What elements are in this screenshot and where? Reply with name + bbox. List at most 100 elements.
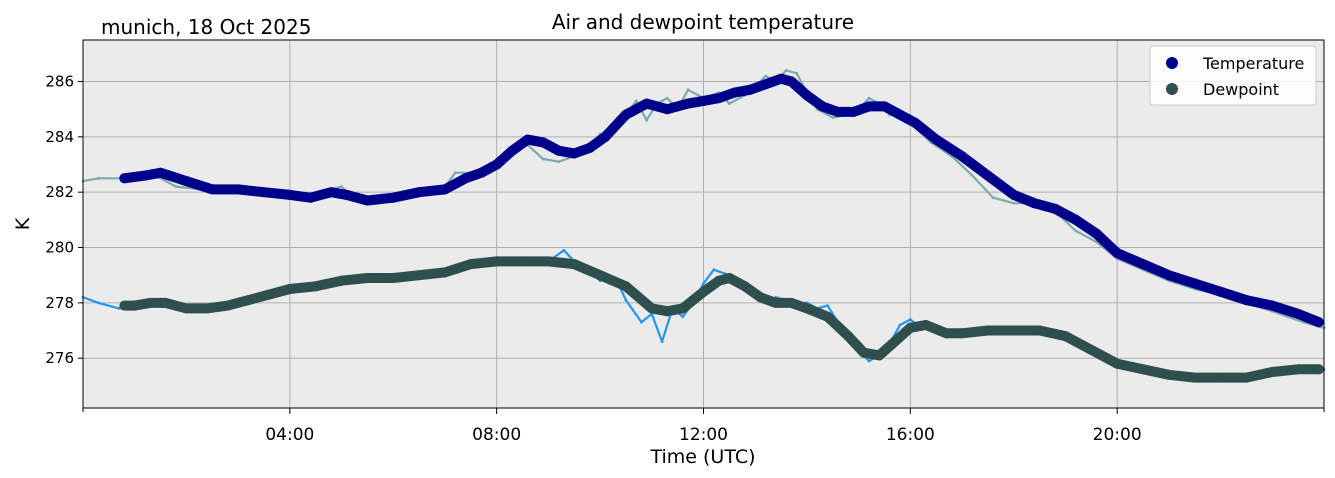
dewpoint-smoothed-point (905, 322, 916, 333)
temperature-smoothed-point (155, 167, 166, 178)
temperature-raw-point (867, 96, 871, 100)
dewpoint-smoothed-point (284, 284, 295, 294)
dewpoint-raw-point (908, 318, 912, 321)
temperature-smoothed-point (698, 95, 709, 106)
temperature-raw-point (665, 96, 669, 100)
y-tick-label: 278 (45, 294, 74, 312)
y-tick-label: 284 (45, 128, 74, 146)
dewpoint-smoothed-point (698, 286, 709, 297)
temperature-smoothed-point (460, 173, 471, 184)
y-tick-label: 280 (45, 239, 74, 257)
dewpoint-raw-point (97, 301, 100, 305)
dewpoint-smoothed-point (1086, 344, 1097, 355)
chart-subtitle: munich, 18 Oct 2025 (101, 15, 311, 39)
dewpoint-smoothed-point (1008, 325, 1019, 336)
temperature-smoothed-point (388, 192, 399, 203)
temperature-smoothed-point (284, 189, 295, 200)
temperature-smoothed-point (910, 118, 921, 128)
dewpoint-smoothed-point (181, 303, 192, 314)
dewpoint-raw-point (660, 340, 664, 343)
temperature-smoothed-point (982, 170, 993, 181)
temperature-raw-point (453, 171, 457, 175)
dewpoint-smoothed-point (264, 289, 275, 300)
temperature-smoothed-point (641, 98, 652, 109)
temperature-smoothed-point (119, 173, 130, 184)
dewpoint-smoothed-point (388, 273, 399, 283)
dewpoint-smoothed-point (739, 281, 750, 292)
temperature-smoothed-point (1138, 259, 1148, 270)
temperature-smoothed-point (522, 134, 533, 145)
temperature-smoothed-point (817, 101, 828, 112)
temperature-raw-point (784, 69, 788, 72)
temperature-raw-point (645, 118, 648, 122)
temperature-smoothed-point (729, 87, 740, 98)
dewpoint-smoothed-point (889, 336, 900, 347)
dewpoint-smoothed-point (440, 267, 450, 278)
temperature-smoothed-point (181, 176, 192, 187)
dewpoint-smoothed-point (202, 303, 213, 314)
temperature-raw-point (831, 116, 835, 119)
temperature-smoothed-point (553, 145, 564, 156)
x-tick-label: 16:00 (886, 425, 935, 445)
dewpoint-smoothed-point (569, 259, 580, 270)
dewpoint-smoothed-point (1313, 364, 1324, 375)
dewpoint-raw-point (640, 320, 643, 324)
temperature-smoothed-point (1189, 278, 1200, 289)
dewpoint-smoothed-point (724, 273, 735, 283)
temperature-smoothed-point (1029, 198, 1040, 209)
temperature-smoothed-point (714, 93, 724, 104)
dewpoint-smoothed-point (957, 328, 967, 339)
temperature-raw-point (634, 99, 638, 103)
dewpoint-smoothed-point (336, 275, 347, 286)
x-axis: 04:00 08:00 12:00 16:00 20:00 (82, 408, 1325, 445)
dewpoint-smoothed-point (1060, 331, 1071, 342)
temperature-raw-point (97, 176, 100, 180)
legend-marker-dewpoint (1166, 83, 1178, 95)
dewpoint-smoothed-point (243, 295, 254, 306)
temperature-smoothed-point (1008, 189, 1019, 200)
temperature-smoothed-point (207, 184, 218, 195)
dewpoint-smoothed-point (491, 256, 502, 267)
dewpoint-smoothed-point (822, 311, 833, 322)
temperature-smoothed-point (507, 145, 518, 156)
dewpoint-smoothed-point (414, 270, 425, 281)
temperature-smoothed-point (600, 131, 611, 142)
dewpoint-raw-point (898, 323, 902, 327)
temperature-smoothed-point (440, 184, 450, 195)
temperature-smoothed-point (326, 187, 337, 198)
temperature-smoothed-point (233, 184, 244, 195)
temperature-smoothed-point (760, 79, 771, 90)
temperature-smoothed-point (1215, 286, 1226, 297)
temperature-raw-point (557, 160, 561, 164)
temperature-smoothed-point (1050, 203, 1061, 214)
dewpoint-smoothed-point (801, 303, 812, 314)
legend-label-dewpoint: Dewpoint (1203, 80, 1279, 99)
dewpoint-smoothed-point (714, 275, 724, 286)
x-tick-label: 08:00 (472, 425, 521, 445)
temperature-smoothed-point (1293, 308, 1304, 319)
dewpoint-smoothed-point (465, 259, 476, 270)
x-tick-label: 04:00 (265, 425, 314, 445)
dewpoint-smoothed-point (160, 297, 171, 308)
y-tick-label: 282 (45, 183, 74, 201)
temperature-smoothed-point (1241, 295, 1252, 306)
temperature-smoothed-point (305, 192, 316, 203)
dewpoint-smoothed-point (1241, 372, 1252, 383)
dewpoint-smoothed-point (1267, 367, 1278, 377)
dewpoint-smoothed-point (145, 297, 156, 308)
dewpoint-smoothed-point (874, 350, 885, 361)
y-tick-label: 276 (45, 349, 74, 367)
dewpoint-smoothed-point (119, 300, 130, 311)
legend-marker-temperature (1166, 57, 1178, 69)
x-axis-label: Time (UTC) (649, 446, 755, 468)
temperature-smoothed-point (362, 195, 373, 206)
temperature-smoothed-point (864, 101, 874, 112)
temperature-smoothed-point (1112, 248, 1123, 259)
temperature-smoothed-point (1267, 300, 1278, 311)
legend-label-temperature: Temperature (1202, 54, 1304, 73)
dewpoint-raw-point (826, 304, 829, 307)
temperature-smoothed-point (341, 189, 352, 200)
dewpoint-smoothed-point (1112, 358, 1123, 369)
temperature-smoothed-point (895, 109, 905, 120)
temperature-smoothed-point (569, 148, 580, 159)
